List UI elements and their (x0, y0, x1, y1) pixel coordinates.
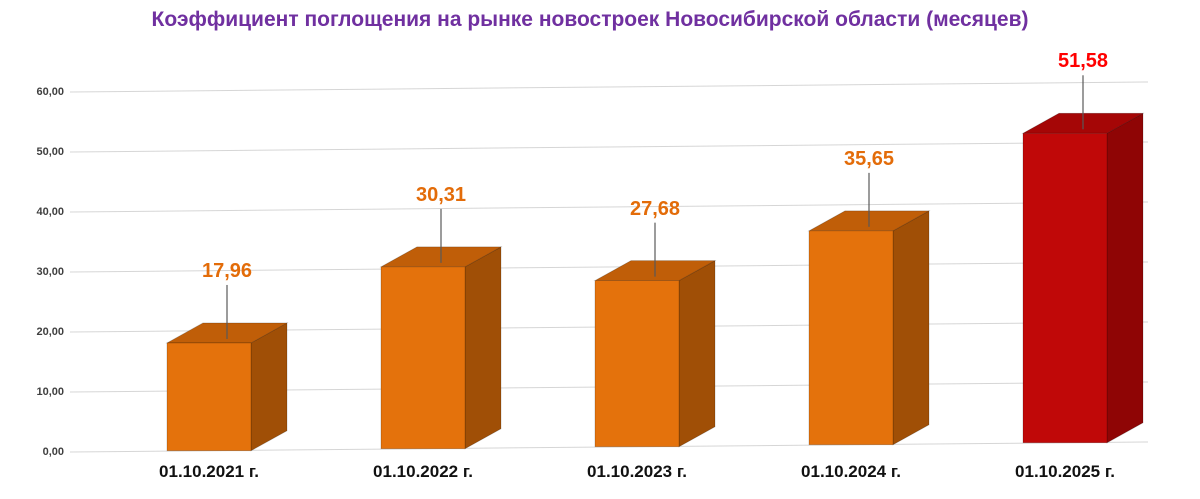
bar-front-face (166, 342, 252, 452)
bar-side-face (464, 246, 502, 450)
bar-side-face (1106, 112, 1144, 444)
bar-front-face (1022, 132, 1108, 444)
y-axis-tick-label: 50,00 (36, 146, 64, 158)
bar-side-face (678, 259, 716, 448)
gridline (69, 81, 1149, 93)
chart-title: Коэффициент поглощения на рынке новостро… (151, 8, 1029, 31)
y-axis-tick-label: 20,00 (36, 326, 64, 338)
bar-front-face (380, 266, 466, 450)
bar-front-face (594, 280, 680, 448)
category-label: 01.10.2023 г. (587, 462, 687, 481)
value-label: 51,58 (1057, 50, 1109, 73)
gridline (69, 261, 1149, 273)
value-label: 30,31 (415, 183, 467, 206)
bar-side-face (892, 210, 930, 446)
category-label: 01.10.2025 г. (1015, 462, 1115, 481)
y-axis-tick-label: 60,00 (36, 86, 64, 98)
category-label: 01.10.2024 г. (801, 462, 901, 481)
bar-front-face (808, 230, 894, 446)
category-label: 01.10.2021 г. (159, 462, 259, 481)
bar-side-face (250, 322, 288, 452)
category-label: 01.10.2022 г. (373, 462, 473, 481)
y-axis-tick-label: 10,00 (36, 386, 64, 398)
value-label: 27,68 (629, 197, 681, 220)
gridline (69, 141, 1149, 153)
value-label: 35,65 (843, 147, 895, 170)
value-label: 17,96 (201, 259, 253, 282)
y-axis-tick-label: 30,00 (36, 266, 64, 278)
gridline (69, 201, 1149, 213)
y-axis-tick-label: 0,00 (42, 446, 64, 458)
y-axis-tick-label: 40,00 (36, 206, 64, 218)
